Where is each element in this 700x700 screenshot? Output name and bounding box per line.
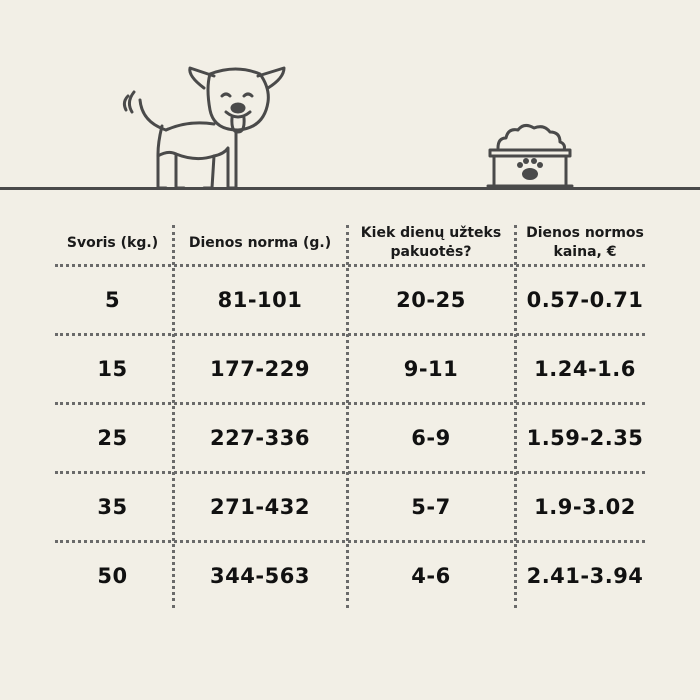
row-separator: [55, 264, 645, 267]
cell-daily-norm: 227-336: [210, 426, 310, 450]
cell-daily-norm: 344-563: [210, 564, 310, 588]
row-separator: [55, 402, 645, 405]
cell-days: 4-6: [411, 564, 451, 588]
cell-days: 9-11: [403, 357, 459, 381]
column-separator: [514, 225, 517, 608]
cell-cost: 1.59-2.35: [526, 426, 644, 450]
feeding-table: Svoris (kg.) Dienos norma (g.) Kiek dien…: [0, 190, 700, 620]
cell-weight: 25: [97, 426, 128, 450]
illustration-header: [0, 0, 700, 200]
cell-weight: 50: [97, 564, 128, 588]
column-separator: [346, 225, 349, 608]
cell-cost: 2.41-3.94: [526, 564, 644, 588]
header-weight: Svoris (kg.): [66, 234, 159, 251]
cell-daily-norm: 177-229: [210, 357, 310, 381]
ground-line: [0, 187, 700, 190]
cell-days: 6-9: [411, 426, 451, 450]
cell-cost: 1.9-3.02: [534, 495, 636, 519]
food-bowl-paw-icon: [486, 123, 574, 188]
dog-icon: [122, 66, 286, 190]
row-separator: [55, 471, 645, 474]
row-separator: [55, 540, 645, 543]
column-separator: [172, 225, 175, 608]
cell-days: 20-25: [396, 288, 466, 312]
cell-cost: 1.24-1.6: [534, 357, 636, 381]
row-separator: [55, 333, 645, 336]
header-daily-cost: Dienos normos kaina, €: [526, 225, 644, 260]
cell-weight: 15: [97, 357, 128, 381]
cell-cost: 0.57-0.71: [526, 288, 644, 312]
header-days-per-pack: Kiek dienų užteks pakuotės?: [360, 225, 502, 260]
cell-daily-norm: 271-432: [210, 495, 310, 519]
cell-weight: 5: [104, 288, 121, 312]
cell-weight: 35: [97, 495, 128, 519]
header-daily-norm: Dienos norma (g.): [188, 234, 332, 251]
cell-days: 5-7: [411, 495, 451, 519]
cell-daily-norm: 81-101: [217, 288, 303, 312]
